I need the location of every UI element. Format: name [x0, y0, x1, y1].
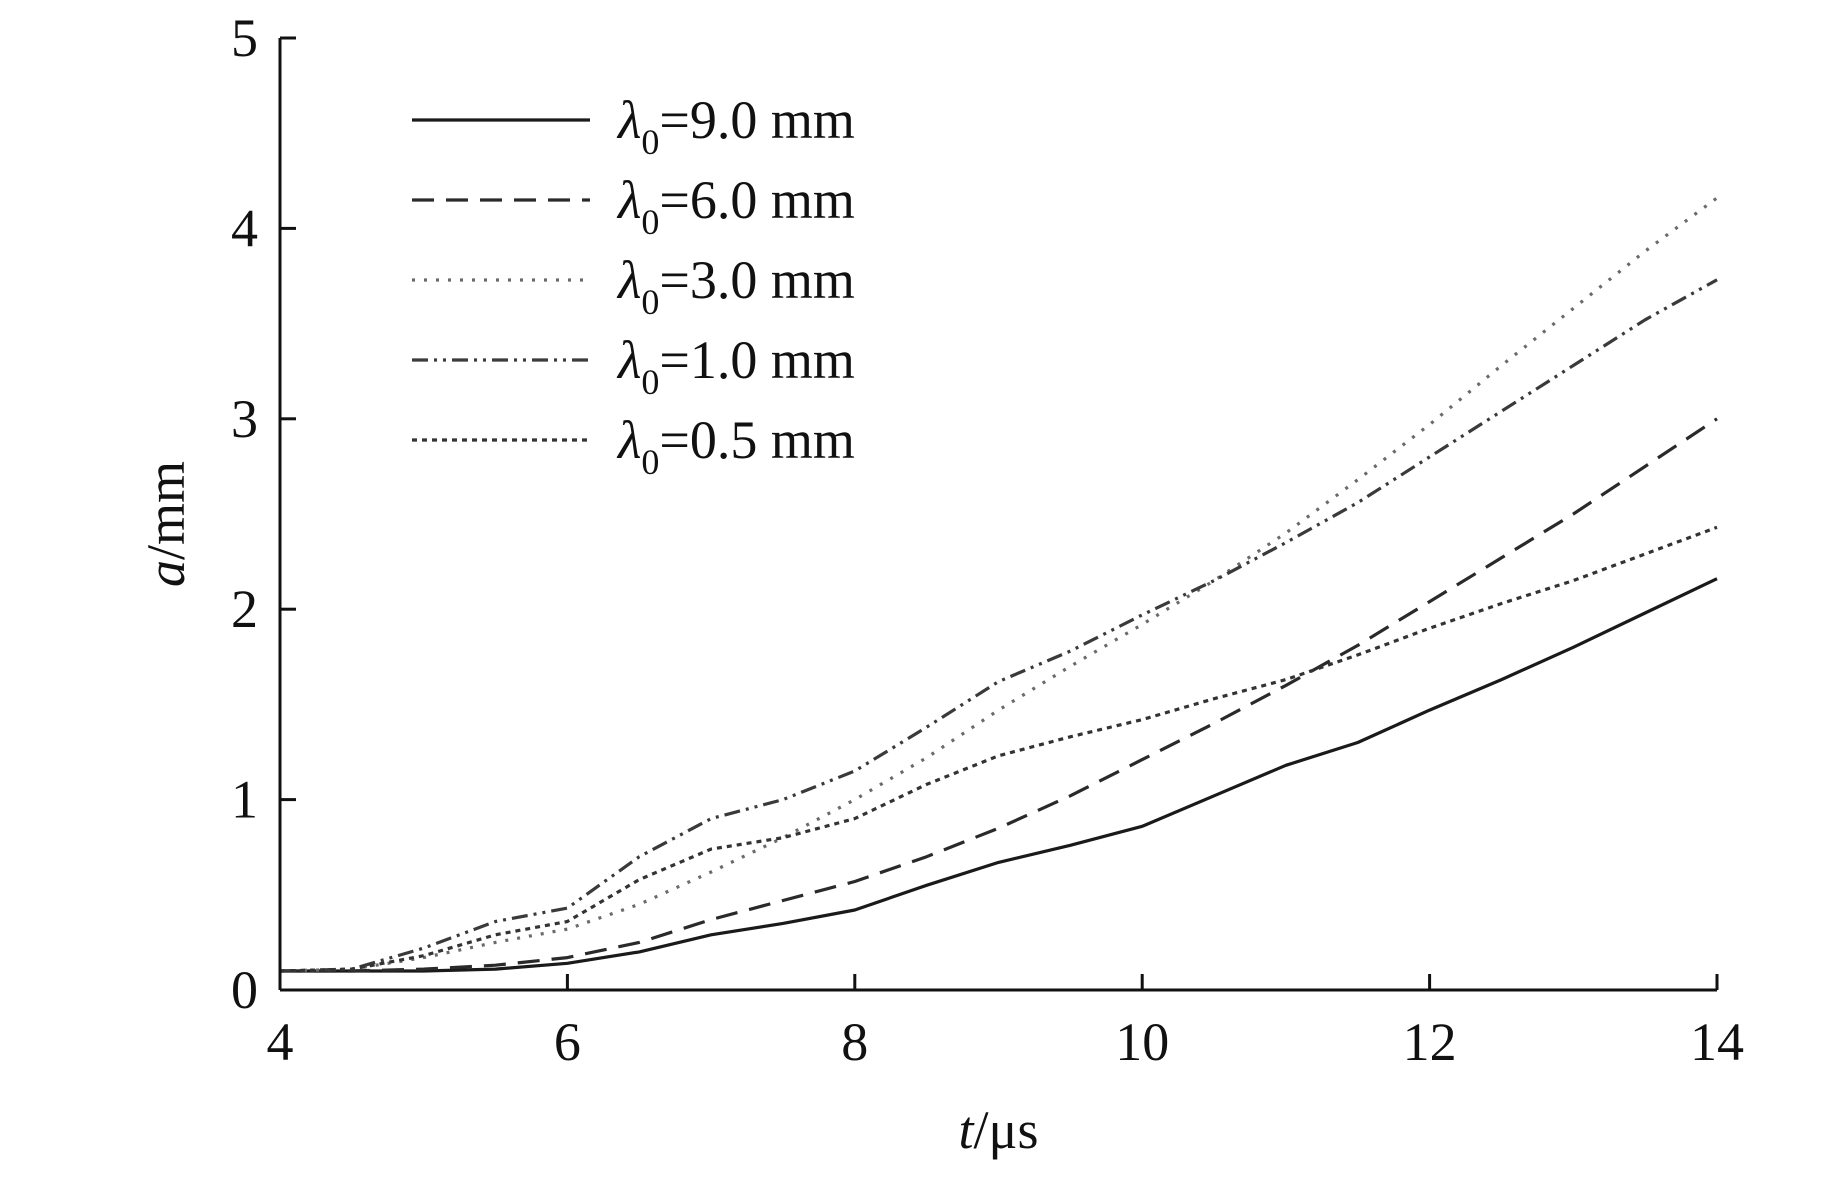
x-tick-label: 6 [554, 1012, 581, 1072]
legend-label: λ0=6.0 mm [616, 170, 855, 242]
series-line-3 [279, 278, 1718, 973]
legend-item: λ0=9.0 mm [412, 90, 855, 162]
x-tick-label: 14 [1690, 1012, 1744, 1072]
y-tick-label: 0 [231, 960, 258, 1020]
legend-subscript: 0 [641, 442, 659, 482]
y-axis-var: a [136, 560, 196, 587]
y-axis-unit: /mm [136, 461, 196, 560]
y-axis-ticks: 0 1 2 3 4 5 [231, 8, 296, 1020]
legend-symbol: λ [616, 330, 641, 390]
legend-value: =6.0 mm [659, 170, 854, 230]
y-tick-label: 4 [231, 198, 258, 258]
legend-subscript: 0 [641, 122, 659, 162]
legend-value: =1.0 mm [659, 330, 854, 390]
legend-value: =9.0 mm [659, 90, 854, 150]
legend-label: λ0=9.0 mm [616, 90, 855, 162]
legend-item: λ0=1.0 mm [412, 330, 855, 402]
legend-subscript: 0 [641, 202, 659, 242]
legend-value: =3.0 mm [659, 250, 854, 310]
x-axis-title: t/μs [959, 1100, 1039, 1160]
legend-label: λ0=1.0 mm [616, 330, 855, 402]
legend-label: λ0=3.0 mm [616, 250, 855, 322]
legend-subscript: 0 [641, 362, 659, 402]
series-layer [279, 196, 1718, 973]
legend-subscript: 0 [641, 282, 659, 322]
legend-symbol: λ [616, 170, 641, 230]
y-tick-label: 3 [231, 389, 258, 449]
x-axis-ticks: 4 6 8 10 12 14 [267, 974, 1744, 1072]
x-axis-var: t [959, 1100, 976, 1160]
series-line-2 [279, 196, 1718, 973]
x-tick-label: 10 [1115, 1012, 1169, 1072]
legend-item: λ0=0.5 mm [412, 410, 855, 482]
x-tick-label: 12 [1403, 1012, 1457, 1072]
series-line-0 [280, 577, 1718, 973]
legend-symbol: λ [616, 250, 641, 310]
y-tick-label: 5 [231, 8, 258, 68]
x-tick-label: 8 [841, 1012, 868, 1072]
y-axis-title: a/mm [136, 461, 196, 587]
series-line-1 [280, 417, 1718, 973]
y-tick-label: 2 [231, 579, 258, 639]
legend-symbol: λ [616, 410, 641, 470]
y-tick-label: 1 [231, 770, 258, 830]
legend-symbol: λ [616, 90, 641, 150]
legend-item: λ0=3.0 mm [412, 250, 855, 322]
x-axis-unit: /μs [974, 1100, 1039, 1160]
x-tick-label: 4 [267, 1012, 294, 1072]
axes [278, 38, 1717, 992]
series-line-4 [279, 525, 1718, 973]
legend-value: =0.5 mm [659, 410, 854, 470]
legend-label: λ0=0.5 mm [616, 410, 855, 482]
legend-item: λ0=6.0 mm [412, 170, 855, 242]
